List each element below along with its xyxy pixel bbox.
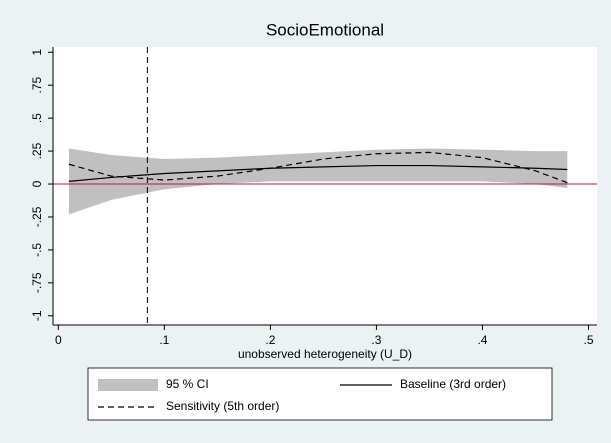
y-tick-label: -1 xyxy=(30,310,44,321)
series-line xyxy=(68,164,568,182)
series-line xyxy=(68,151,568,184)
y-tick-label: -.25 xyxy=(30,206,44,227)
y-tick-label: 1 xyxy=(30,49,44,56)
legend xyxy=(87,367,553,421)
x-tick-label: .4 xyxy=(477,333,487,347)
y-tick-label: -.5 xyxy=(30,243,44,257)
legend-label: 95 % CI xyxy=(166,377,209,391)
y-tick-label: .5 xyxy=(30,113,44,123)
legend-label: Baseline (3rd order) xyxy=(400,377,506,391)
y-tick-label: 0 xyxy=(30,180,44,187)
y-tick-label: -.75 xyxy=(30,272,44,293)
x-tick-label: .1 xyxy=(159,333,169,347)
x-tick-label: .2 xyxy=(265,333,275,347)
x-tick-label: 0 xyxy=(55,333,62,347)
ci-band xyxy=(68,148,568,215)
x-tick-label: .5 xyxy=(584,333,594,347)
legend-swatch xyxy=(98,379,158,391)
y-tick-label: .25 xyxy=(30,142,44,159)
x-axis-title: unobserved heterogeneity (U_D) xyxy=(238,347,412,361)
y-tick-label: .75 xyxy=(30,77,44,94)
legend-label: Sensitivity (5th order) xyxy=(166,399,279,413)
chart-title: SocioEmotional xyxy=(266,20,384,39)
x-tick-label: .3 xyxy=(371,333,381,347)
